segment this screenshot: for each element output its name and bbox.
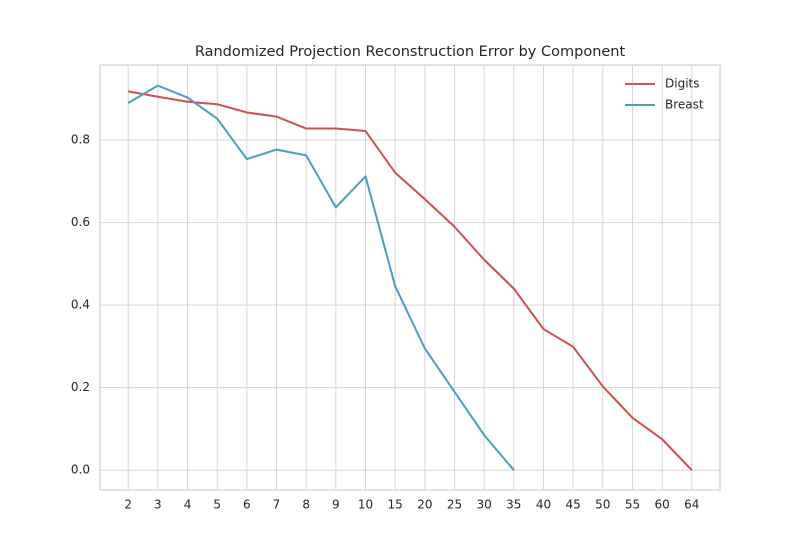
x-tick-label: 45 xyxy=(566,498,581,512)
data-line xyxy=(127,84,515,471)
y-tick-label: 0.8 xyxy=(71,133,90,147)
legend-label: Breast xyxy=(665,98,704,112)
x-tick-label: 4 xyxy=(184,498,192,512)
data-line xyxy=(128,90,693,471)
x-tick-label: 9 xyxy=(332,498,340,512)
x-tick-label: 25 xyxy=(447,498,462,512)
x-tick-label: 50 xyxy=(595,498,610,512)
x-tick-label: 7 xyxy=(273,498,281,512)
x-tick-label: 10 xyxy=(358,498,373,512)
y-tick-label: 0.0 xyxy=(71,463,90,477)
x-tick-label: 15 xyxy=(388,498,403,512)
x-tick-label: 35 xyxy=(506,498,521,512)
plot-frame xyxy=(99,64,721,491)
y-tick-label: 0.2 xyxy=(71,380,90,394)
chart-title: Randomized Projection Reconstruction Err… xyxy=(195,44,626,60)
y-tick-label: 0.4 xyxy=(71,298,90,312)
x-tick-label: 40 xyxy=(536,498,551,512)
legend-label: Digits xyxy=(665,77,699,91)
x-tick-label: 8 xyxy=(302,498,310,512)
x-tick-label: 2 xyxy=(124,498,132,512)
x-tick-label: 6 xyxy=(243,498,251,512)
x-tick-label: 64 xyxy=(684,498,699,512)
x-tick-label: 5 xyxy=(213,498,221,512)
x-tick-label: 55 xyxy=(625,498,640,512)
y-tick-label: 0.6 xyxy=(71,215,90,229)
x-tick-label: 3 xyxy=(154,498,162,512)
x-tick-label: 30 xyxy=(477,498,492,512)
x-tick-label: 60 xyxy=(655,498,670,512)
x-tick-label: 20 xyxy=(417,498,432,512)
